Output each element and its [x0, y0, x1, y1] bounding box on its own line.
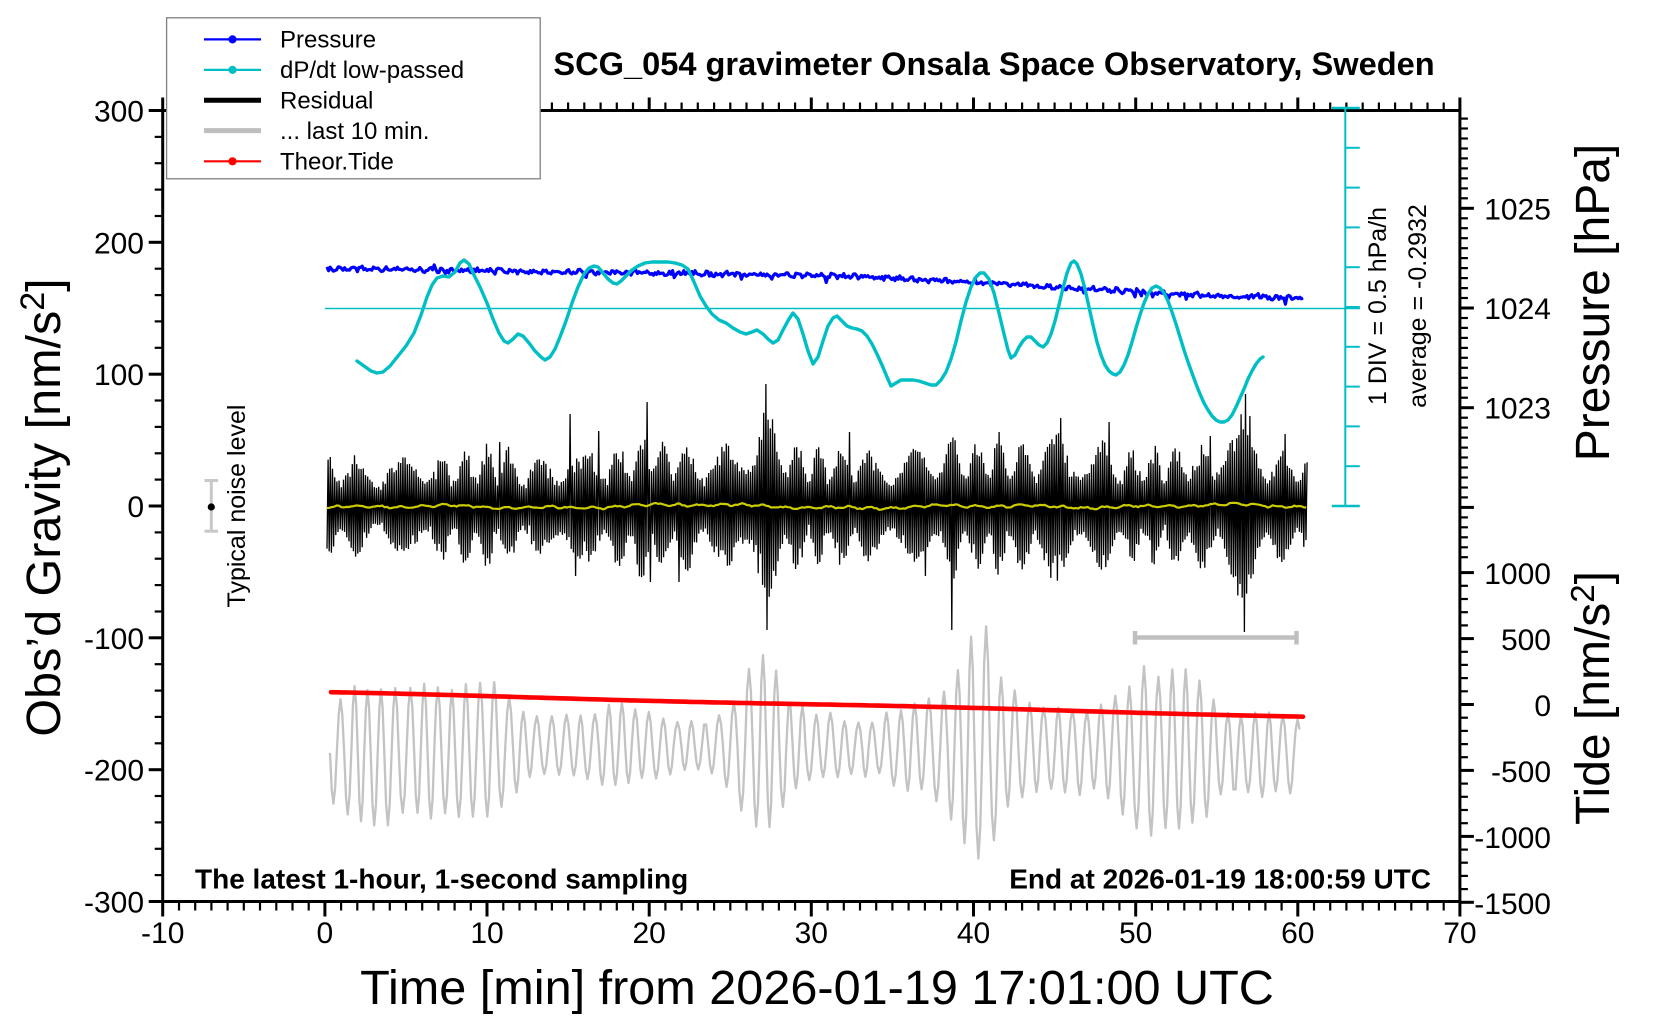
svg-text:100: 100 [94, 359, 144, 392]
svg-text:1 DIV = 0.5 hPa/h: 1 DIV = 0.5 hPa/h [1364, 207, 1392, 405]
svg-text:200: 200 [94, 227, 144, 260]
svg-text:dP/dt low-passed: dP/dt low-passed [280, 57, 464, 84]
svg-text:Time [min] from 2026-01-19 17:: Time [min] from 2026-01-19 17:01:00 UTC [360, 961, 1274, 1015]
svg-text:Pressure: Pressure [280, 27, 376, 54]
svg-text:0: 0 [317, 917, 334, 950]
svg-text:Obs’d Gravity [nm/s2]: Obs’d Gravity [nm/s2] [14, 278, 71, 736]
svg-text:500: 500 [1501, 624, 1551, 657]
svg-text:-1500: -1500 [1474, 888, 1551, 921]
svg-text:Typical noise level: Typical noise level [223, 405, 251, 608]
svg-text:-1000: -1000 [1474, 822, 1551, 855]
svg-text:... last 10 min.: ... last 10 min. [280, 118, 429, 145]
svg-text:Theor.Tide: Theor.Tide [280, 149, 394, 176]
svg-text:60: 60 [1281, 917, 1314, 950]
svg-text:-200: -200 [84, 755, 144, 788]
svg-text:1025: 1025 [1484, 193, 1551, 226]
svg-text:10: 10 [470, 917, 503, 950]
svg-text:-300: -300 [84, 887, 144, 920]
svg-text:1024: 1024 [1484, 293, 1551, 326]
svg-text:70: 70 [1443, 917, 1476, 950]
svg-text:1000: 1000 [1484, 558, 1551, 591]
svg-text:0: 0 [1534, 690, 1551, 723]
svg-text:Residual: Residual [280, 88, 373, 115]
svg-text:The latest 1-hour, 1-second sa: The latest 1-hour, 1-second sampling [195, 864, 688, 895]
svg-text:50: 50 [1119, 917, 1152, 950]
svg-text:-10: -10 [141, 917, 184, 950]
svg-text:300: 300 [94, 96, 144, 129]
svg-text:SCG_054 gravimeter Onsala Spac: SCG_054 gravimeter Onsala Space Observat… [553, 45, 1434, 82]
svg-text:-500: -500 [1491, 756, 1551, 789]
svg-text:1023: 1023 [1484, 393, 1551, 426]
svg-text:End at 2026-01-19 18:00:59 UTC: End at 2026-01-19 18:00:59 UTC [1009, 864, 1431, 895]
svg-text:20: 20 [633, 917, 666, 950]
svg-text:30: 30 [795, 917, 828, 950]
svg-text:-100: -100 [84, 623, 144, 656]
svg-text:Pressure [hPa]: Pressure [hPa] [1567, 144, 1620, 461]
svg-text:Tide [nm/s2]: Tide [nm/s2] [1564, 571, 1620, 825]
svg-text:40: 40 [957, 917, 990, 950]
svg-text:0: 0 [127, 491, 144, 524]
svg-text:average = -0.2932: average = -0.2932 [1404, 204, 1432, 408]
